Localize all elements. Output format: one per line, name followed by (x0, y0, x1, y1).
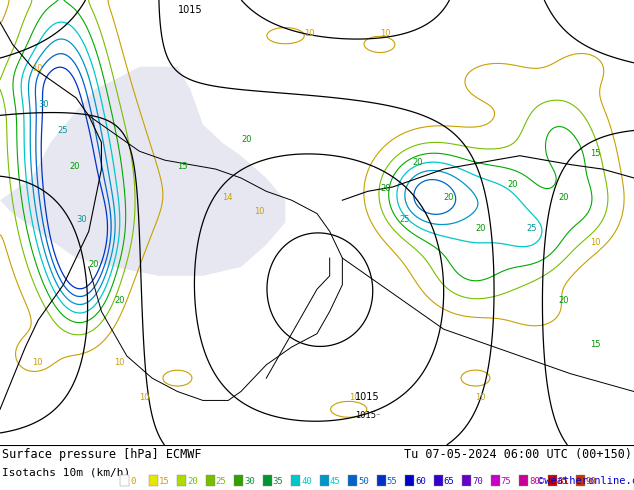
Text: 1015⁻: 1015⁻ (355, 411, 380, 420)
Bar (205, 475, 214, 486)
Text: 15: 15 (590, 149, 600, 158)
Bar (491, 475, 500, 486)
Text: 55: 55 (387, 477, 398, 486)
Text: 40: 40 (301, 477, 312, 486)
Text: 30: 30 (76, 216, 87, 224)
Text: 80: 80 (529, 477, 540, 486)
Text: 75: 75 (500, 477, 511, 486)
Bar (377, 475, 385, 486)
Bar (320, 475, 328, 486)
Text: 20: 20 (444, 193, 455, 202)
Text: 35: 35 (273, 477, 283, 486)
Text: 10: 10 (590, 238, 600, 246)
Text: 14: 14 (222, 193, 233, 202)
Polygon shape (0, 67, 285, 276)
Text: 15: 15 (178, 162, 188, 171)
Bar (405, 475, 414, 486)
Text: 10: 10 (32, 64, 42, 73)
Text: Isotachs 10m (km/h): Isotachs 10m (km/h) (2, 468, 130, 478)
Bar (234, 475, 243, 486)
Text: 1015: 1015 (178, 5, 202, 15)
Bar (548, 475, 557, 486)
Text: 20: 20 (507, 180, 518, 189)
Text: 0: 0 (130, 477, 136, 486)
Bar (519, 475, 528, 486)
Text: 30: 30 (38, 100, 49, 109)
Text: 10: 10 (114, 358, 125, 367)
Text: 25: 25 (399, 216, 410, 224)
Text: 20: 20 (89, 260, 100, 269)
Text: 20: 20 (558, 295, 569, 305)
Text: 20: 20 (241, 135, 252, 145)
Text: 20: 20 (476, 224, 486, 233)
Bar (262, 475, 271, 486)
Text: 85: 85 (557, 477, 568, 486)
Bar (576, 475, 585, 486)
Bar (120, 475, 129, 486)
Text: 1015: 1015 (355, 392, 380, 402)
Text: ©weatheronline.co.uk: ©weatheronline.co.uk (538, 476, 634, 486)
Text: 65: 65 (444, 477, 454, 486)
Text: 20: 20 (558, 193, 569, 202)
Text: 60: 60 (415, 477, 426, 486)
Text: 70: 70 (472, 477, 482, 486)
Text: 25: 25 (216, 477, 226, 486)
Bar (148, 475, 157, 486)
Text: 15: 15 (590, 340, 600, 349)
Text: 10: 10 (349, 393, 359, 402)
Text: 10: 10 (254, 207, 264, 216)
Bar (462, 475, 471, 486)
Text: 90: 90 (586, 477, 597, 486)
Text: Surface pressure [hPa] ECMWF: Surface pressure [hPa] ECMWF (2, 448, 202, 461)
Text: 20: 20 (70, 162, 81, 171)
Text: 25: 25 (526, 224, 537, 233)
Bar (434, 475, 443, 486)
Bar (177, 475, 186, 486)
Text: 10: 10 (380, 28, 391, 38)
Text: 10: 10 (139, 393, 150, 402)
Text: 45: 45 (330, 477, 340, 486)
Text: Tu 07-05-2024 06:00 UTC (00+150): Tu 07-05-2024 06:00 UTC (00+150) (404, 448, 632, 461)
Text: 25: 25 (57, 126, 68, 135)
Bar (291, 475, 300, 486)
Text: 20: 20 (380, 184, 391, 194)
Text: 20: 20 (114, 295, 125, 305)
Bar (348, 475, 357, 486)
Text: 10: 10 (476, 393, 486, 402)
Text: 30: 30 (244, 477, 255, 486)
Text: 10: 10 (32, 358, 42, 367)
Text: 10: 10 (304, 28, 315, 38)
Text: 15: 15 (158, 477, 169, 486)
Text: 20: 20 (187, 477, 198, 486)
Text: 20: 20 (412, 158, 423, 167)
Text: 50: 50 (358, 477, 369, 486)
